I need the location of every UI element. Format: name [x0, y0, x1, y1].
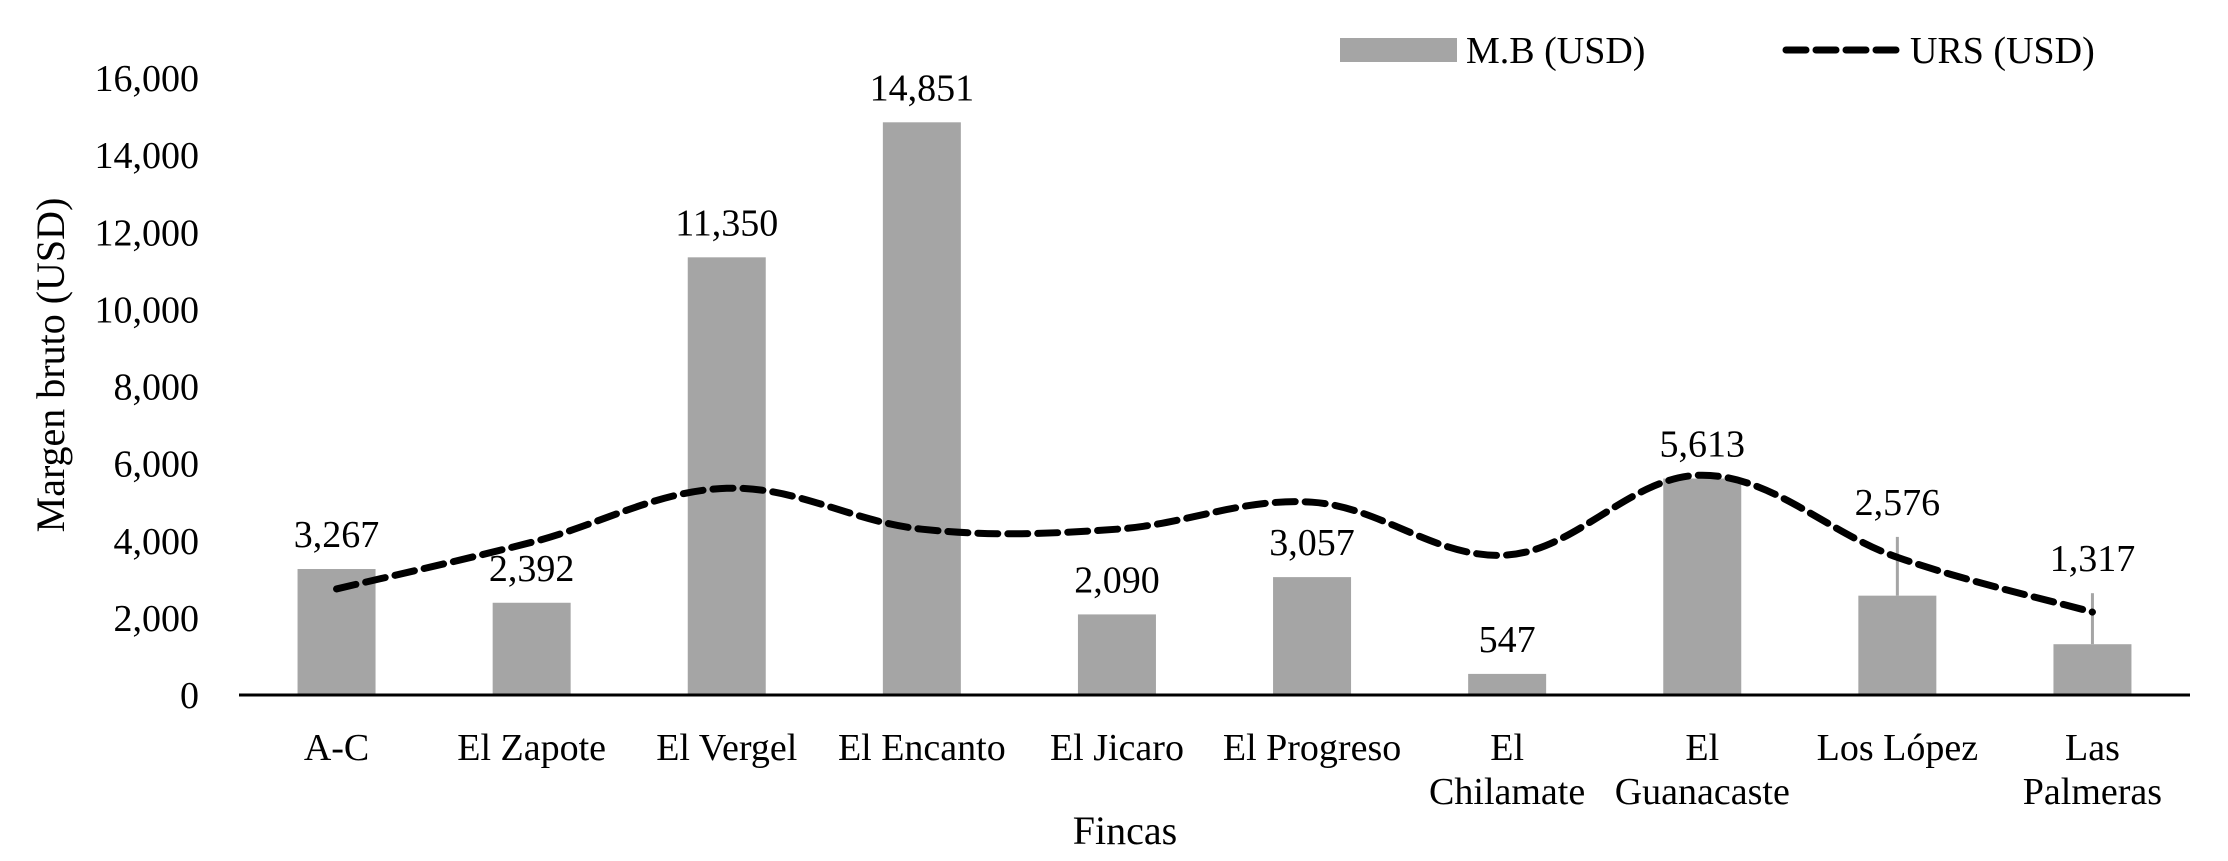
y-tick-label: 6,000 [114, 444, 200, 486]
x-category-label: El Encanto [838, 727, 1006, 769]
x-category-label: El [1685, 727, 1719, 769]
y-tick-label: 8,000 [114, 367, 200, 409]
x-axis-category-labels: A-C El Zapote El Vergel El Encanto El Jicaro… [304, 727, 2162, 813]
y-axis-ticks: 0 2,000 4,000 6,000 8,000 10,000 12,000 14,000 1… [95, 58, 200, 717]
y-tick-label: 12,000 [95, 212, 200, 254]
bar[interactable] [1468, 673, 1547, 695]
x-category-label: El Progreso [1223, 727, 1401, 769]
legend: M.B (USD) URS (USD) [1340, 30, 2095, 72]
bar-data-label: 11,350 [675, 202, 778, 244]
error-bars [1895, 536, 2094, 645]
bar-data-label: 1,317 [2050, 538, 2136, 580]
line-series-urs [333, 471, 2096, 616]
bar[interactable] [1077, 614, 1156, 695]
bar-data-label: 547 [1479, 619, 1536, 661]
x-category-label: Chilamate [1429, 771, 1585, 813]
legend-label-urs: URS (USD) [1910, 30, 2095, 72]
bar[interactable] [687, 257, 766, 695]
x-category-label: Guanacaste [1615, 771, 1790, 813]
y-tick-label: 2,000 [114, 598, 200, 640]
x-axis-title: Fincas [1073, 808, 1177, 853]
legend-item-mb[interactable]: M.B (USD) [1340, 30, 1645, 72]
bar-series-mb [297, 122, 2132, 696]
bar[interactable] [1273, 577, 1352, 695]
y-axis-title: Margen bruto (USD) [28, 198, 73, 533]
x-category-label: Las [2065, 727, 2120, 769]
x-category-label: El Vergel [656, 727, 797, 769]
y-tick-label: 16,000 [95, 58, 200, 100]
bar[interactable] [1858, 595, 1937, 695]
bar-data-label: 2,576 [1855, 482, 1941, 524]
bar[interactable] [492, 602, 571, 695]
bar-data-label: 3,057 [1269, 522, 1355, 564]
bar[interactable] [882, 122, 961, 696]
y-axis-title-group: Margen bruto (USD) [28, 198, 73, 533]
legend-item-urs[interactable]: URS (USD) [1782, 30, 2095, 72]
legend-label-mb: M.B (USD) [1466, 30, 1645, 72]
y-tick-label: 10,000 [95, 289, 200, 331]
bar-data-label: 3,267 [294, 514, 380, 556]
legend-bar-swatch-icon [1340, 38, 1457, 62]
x-category-label: El Zapote [457, 727, 606, 769]
x-category-label: Los López [1817, 727, 1978, 769]
y-tick-label: 0 [180, 675, 199, 717]
bar-data-label: 2,090 [1074, 559, 1160, 601]
bar-data-labels: 3,267 2,392 11,350 14,851 2,090 3,057 547 5,613… [294, 67, 2135, 661]
bar[interactable] [1663, 478, 1742, 695]
x-category-label: El [1490, 727, 1524, 769]
y-tick-label: 4,000 [114, 521, 200, 563]
x-category-label: El Jicaro [1050, 727, 1184, 769]
bar[interactable] [2053, 644, 2132, 695]
bar-data-label: 14,851 [870, 67, 975, 109]
y-tick-label: 14,000 [95, 135, 200, 177]
x-category-label: Palmeras [2023, 771, 2162, 813]
x-category-label: A-C [304, 727, 369, 769]
bar-data-label: 5,613 [1660, 424, 1746, 466]
bar-data-label: 2,392 [489, 548, 575, 590]
